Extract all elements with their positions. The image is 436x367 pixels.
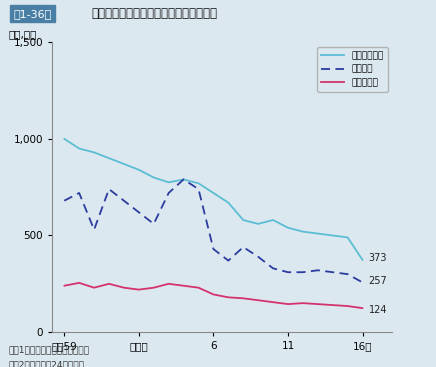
Text: 257: 257 [368, 276, 387, 286]
Text: 373: 373 [368, 253, 387, 263]
Text: 124: 124 [368, 305, 387, 316]
Text: 第1-36図: 第1-36図 [13, 9, 51, 19]
Text: 鉄軸道踏切事故の件数と死傷者数の推移: 鉄軸道踏切事故の件数と死傷者数の推移 [92, 7, 218, 20]
Legend: 踏切事故件数, 死傷者数, うち死者数: 踏切事故件数, 死傷者数, うち死者数 [317, 47, 388, 92]
Text: 2　死者数は24時間死者: 2 死者数は24時間死者 [9, 361, 85, 367]
Text: 注、1　国土交通省資料による。: 注、1 国土交通省資料による。 [9, 345, 90, 354]
Text: （件,人）: （件,人） [8, 29, 37, 39]
